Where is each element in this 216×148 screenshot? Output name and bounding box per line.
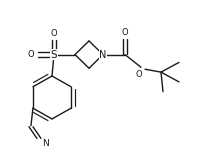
Text: O: O (51, 29, 57, 38)
Text: N: N (99, 50, 107, 60)
Text: O: O (122, 28, 128, 37)
Text: O: O (136, 70, 142, 79)
Text: S: S (51, 50, 57, 60)
Text: O: O (28, 50, 34, 59)
Text: N: N (43, 139, 49, 148)
